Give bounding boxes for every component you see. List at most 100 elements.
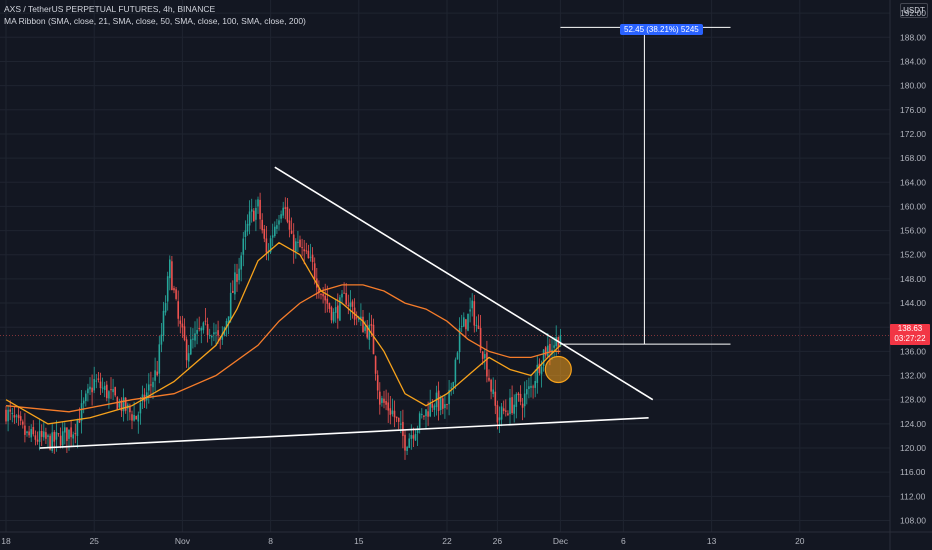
candle-body	[221, 333, 224, 340]
candle-body	[444, 404, 446, 409]
candle-body	[410, 434, 413, 439]
candle-body	[500, 406, 503, 420]
candle-body	[169, 259, 171, 279]
candle-body	[523, 393, 526, 407]
candle-body	[507, 413, 509, 416]
candle-body	[244, 230, 247, 238]
candle-body	[22, 421, 24, 425]
x-tick-label: 13	[707, 536, 717, 546]
candle-body	[276, 225, 278, 229]
y-tick-label: 188.00	[900, 32, 926, 42]
candle-body	[177, 301, 179, 319]
candle-body	[295, 241, 297, 252]
candle-body	[198, 328, 200, 330]
symbol-title[interactable]: AXS / TetherUS PERPETUAL FUTURES, 4h, BI…	[4, 4, 216, 14]
candle-body	[152, 381, 154, 388]
candle-body	[269, 238, 272, 253]
y-tick-label: 120.00	[900, 443, 926, 453]
candle-body	[24, 425, 26, 435]
candle-body	[559, 335, 562, 347]
candle-body	[261, 219, 263, 231]
candle-body	[175, 289, 177, 299]
candle-body	[519, 393, 522, 402]
candle-body	[467, 313, 469, 331]
candle-body	[213, 332, 215, 335]
candle-body	[534, 381, 536, 388]
candle-body	[465, 319, 467, 330]
candle-body	[509, 397, 511, 415]
candle-body	[55, 432, 58, 440]
candle-body	[9, 409, 11, 412]
candle-body	[496, 405, 499, 423]
candle-body	[110, 389, 112, 391]
candle-body	[74, 433, 77, 435]
x-tick-label: 25	[89, 536, 99, 546]
candle-body	[80, 403, 83, 421]
candle-body	[229, 292, 232, 319]
candle-body	[439, 397, 442, 411]
candle-body	[494, 391, 497, 406]
candle-body	[351, 301, 354, 307]
candle-body	[326, 298, 329, 304]
ma-long-line	[5, 284, 561, 413]
candle-body	[456, 352, 459, 360]
x-tick-label: Nov	[175, 536, 191, 546]
candle-body	[76, 420, 79, 436]
candle-body	[448, 389, 450, 405]
candle-body	[301, 247, 303, 249]
candle-body	[66, 427, 68, 441]
candle-body	[192, 338, 194, 340]
y-tick-label: 148.00	[900, 274, 926, 284]
candle-body	[490, 379, 492, 392]
candle-body	[505, 410, 507, 412]
candle-body	[185, 339, 188, 361]
candle-body	[297, 241, 299, 243]
candle-body	[49, 435, 51, 450]
y-tick-label: 180.00	[900, 81, 926, 91]
y-tick-label: 144.00	[900, 298, 926, 308]
candle-body	[57, 433, 60, 435]
candle-body	[547, 345, 549, 357]
x-tick-label: 18	[1, 536, 11, 546]
last-price: 138.63	[897, 324, 923, 334]
candle-body	[463, 317, 465, 327]
candle-body	[59, 435, 62, 446]
candle-body	[194, 333, 196, 341]
candle-body	[376, 375, 379, 391]
y-tick-label: 168.00	[900, 153, 926, 163]
currency-badge[interactable]: USDT	[900, 3, 928, 18]
candles	[5, 192, 562, 460]
candle-body	[292, 234, 295, 252]
candle-body	[206, 323, 209, 336]
candle-body	[120, 400, 123, 411]
indicator-label[interactable]: MA Ribbon (SMA, close, 21, SMA, close, 5…	[4, 16, 306, 26]
candle-body	[135, 415, 137, 420]
candle-body	[387, 402, 389, 411]
candle-body	[381, 398, 383, 403]
candle-body	[446, 403, 448, 405]
candle-body	[114, 387, 116, 396]
x-tick-label: 22	[442, 536, 452, 546]
candle-body	[45, 432, 47, 439]
trendline-descending-resistance	[274, 166, 654, 401]
y-tick-label: 116.00	[900, 467, 926, 477]
candle-body	[38, 431, 41, 442]
candle-body	[486, 352, 488, 377]
candle-body	[318, 288, 320, 293]
candle-body	[349, 302, 352, 307]
candle-body	[32, 426, 35, 435]
candle-body	[164, 303, 167, 313]
candle-body	[337, 305, 339, 319]
candle-body	[544, 347, 547, 356]
candle-body	[513, 404, 515, 414]
candle-body	[154, 370, 156, 381]
candle-body	[28, 431, 30, 436]
candle-body	[299, 239, 301, 248]
candle-body	[423, 415, 425, 417]
candle-body	[429, 402, 431, 417]
candle-body	[129, 406, 131, 413]
candle-body	[215, 332, 217, 334]
y-tick-label: 192.00	[900, 8, 926, 18]
